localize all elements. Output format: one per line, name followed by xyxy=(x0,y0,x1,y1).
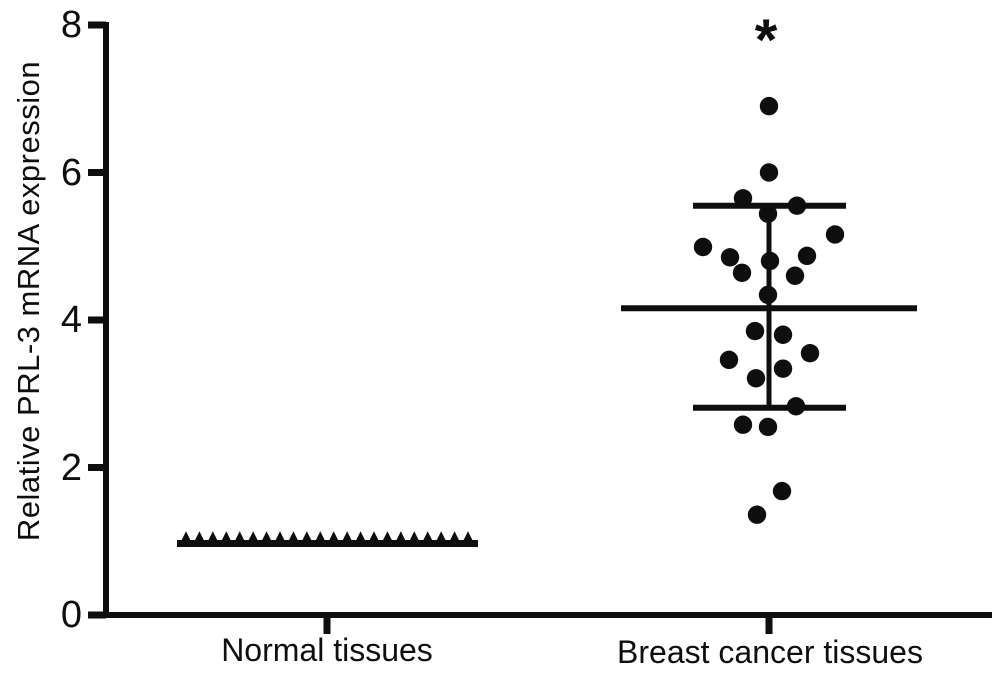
cancer-circle-point xyxy=(773,325,793,344)
cancer-circle-point xyxy=(720,248,740,267)
cancer-circle-point xyxy=(760,251,780,271)
normal-triangle-point xyxy=(366,531,382,547)
normal-triangle-point xyxy=(285,531,301,547)
normal-triangle-point xyxy=(178,531,194,547)
cancer-circle-point xyxy=(693,237,713,257)
cancer-circle-point xyxy=(759,96,779,116)
cancer-circle-point xyxy=(747,505,767,524)
normal-triangle-point xyxy=(232,531,248,547)
y-tick-label-8: 8 xyxy=(60,4,82,46)
y-tick-label-2: 2 xyxy=(60,446,82,489)
y-tick-label-6: 6 xyxy=(60,151,82,194)
normal-triangle-point xyxy=(191,531,207,547)
cancer-circle-point xyxy=(759,163,779,182)
normal-triangle-point xyxy=(326,531,342,547)
cancer-circle-point xyxy=(758,285,778,305)
normal-triangle-point xyxy=(218,531,234,547)
cancer-circle-point xyxy=(785,266,805,285)
normal-triangle-point xyxy=(353,531,369,547)
normal-triangle-point xyxy=(406,531,422,547)
y-tick-label-4: 4 xyxy=(60,299,82,341)
cancer-circle-point xyxy=(773,359,793,378)
normal-triangle-point xyxy=(272,531,288,547)
cancer-circle-point xyxy=(745,321,765,341)
normal-triangle-point xyxy=(205,531,221,547)
cancer-circle-point xyxy=(772,481,792,501)
cancer-circle-point xyxy=(786,397,806,416)
cancer-circle-point xyxy=(800,343,820,363)
significance-asterisk: * xyxy=(754,8,778,73)
normal-triangle-point xyxy=(245,531,261,547)
cancer-circle-point xyxy=(732,263,752,282)
normal-triangle-point xyxy=(393,531,409,547)
normal-triangle-point xyxy=(460,531,476,547)
cancer-circle-point xyxy=(746,369,766,388)
normal-triangle-point xyxy=(379,531,395,547)
y-tick-label-0: 0 xyxy=(60,594,82,636)
cancer-circle-point xyxy=(733,415,753,434)
normal-triangle-point xyxy=(312,531,328,547)
cancer-circle-point xyxy=(758,417,778,437)
cancer-circle-point xyxy=(719,350,739,370)
normal-triangle-point xyxy=(299,531,315,547)
cancer-circle-point xyxy=(787,196,807,215)
cancer-circle-point xyxy=(758,204,778,223)
cancer-circle-point xyxy=(733,189,753,208)
x-category-label-breast-cancer-tissues: Breast cancer tissues xyxy=(617,634,923,670)
normal-triangle-point xyxy=(420,531,436,547)
normal-triangle-point xyxy=(433,531,449,547)
cancer-circle-point xyxy=(825,225,845,244)
x-category-label-normal-tissues: Normal tissues xyxy=(221,632,433,668)
normal-triangle-point xyxy=(447,531,463,547)
normal-triangle-point xyxy=(339,531,355,547)
normal-triangle-point xyxy=(259,531,275,547)
cancer-circle-point xyxy=(797,246,817,266)
